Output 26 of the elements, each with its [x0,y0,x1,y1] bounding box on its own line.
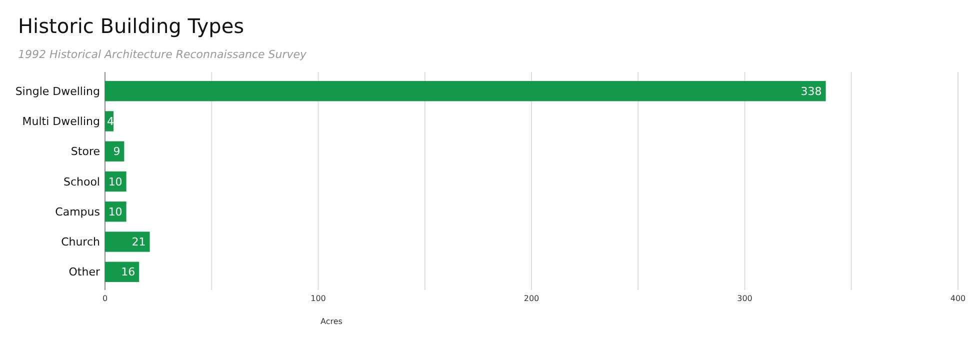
x-tick-label: 200 [524,294,540,303]
x-tick-label: 100 [310,294,326,303]
bar [105,81,826,102]
y-tick-label: Campus [55,205,100,218]
data-label: 21 [132,236,146,249]
x-axis-title: Acres [320,317,342,326]
bar [105,262,140,282]
data-label: 16 [121,266,136,279]
bar [105,141,124,162]
data-label: 4 [107,115,114,128]
data-label: 338 [800,84,822,98]
y-tick-label: Single Dwelling [15,84,100,98]
data-label: 10 [108,175,122,188]
y-tick-label: Multi Dwelling [22,115,100,128]
x-tick-label: 400 [950,294,966,303]
chart-subtitle: 1992 Historical Architecture Reconnaissance Survey [18,48,308,61]
y-tick-label: Church [61,236,100,249]
y-tick-label: Store [70,145,100,158]
x-tick-label: 0 [102,294,108,303]
y-tick-label: School [63,175,100,188]
data-label: 9 [113,145,120,158]
y-tick-label: Other [68,266,100,279]
data-label: 10 [108,205,122,218]
bar [105,232,150,252]
chart-title: Historic Building Types [18,14,244,38]
x-tick-label: 300 [737,294,752,303]
